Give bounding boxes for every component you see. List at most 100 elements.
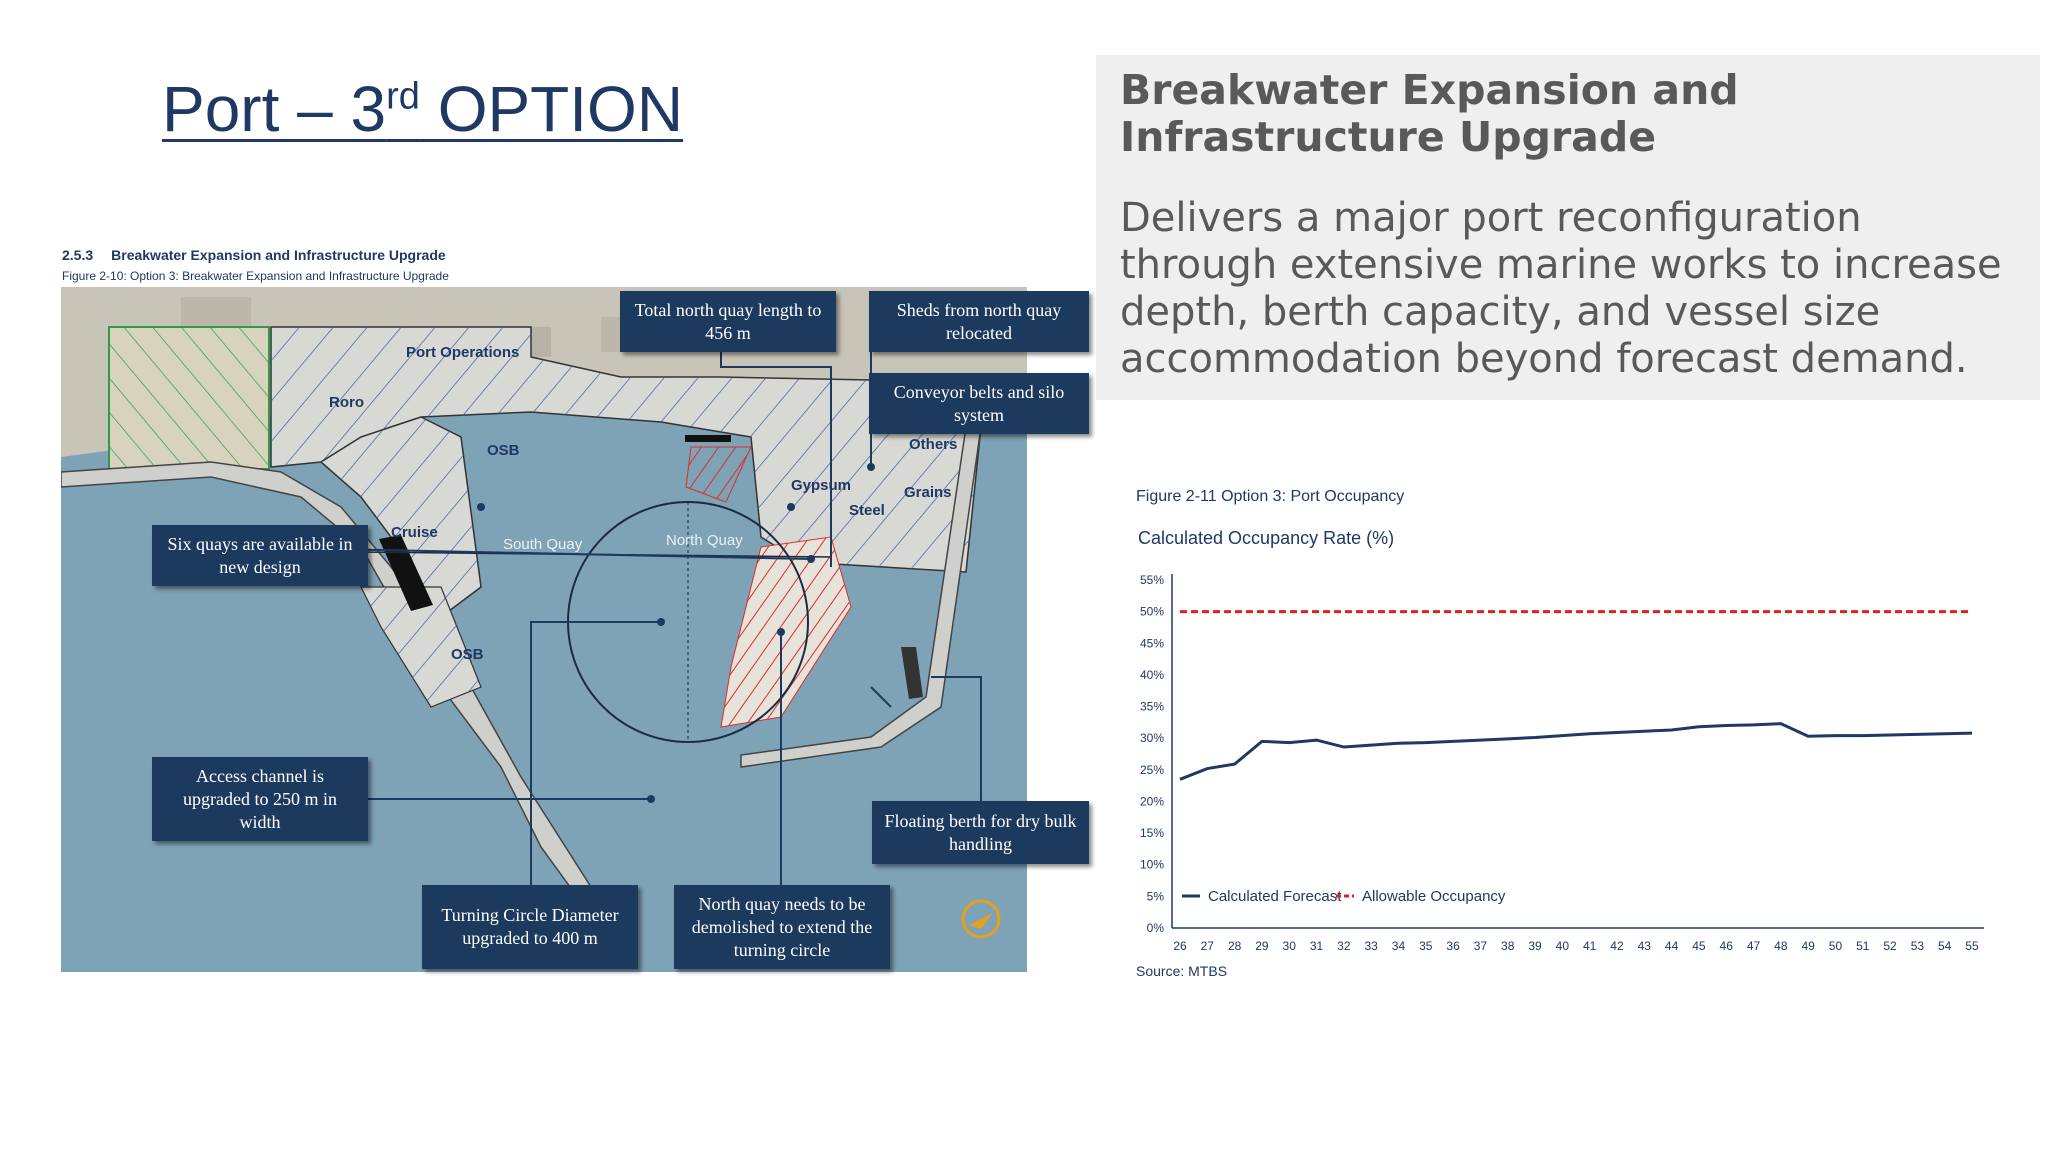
leader-north-quay-length bbox=[720, 352, 832, 567]
x-tick-label: 30 bbox=[1283, 939, 1297, 953]
city-block bbox=[181, 297, 251, 327]
callout-six-quays: Six quays are available in new design bbox=[152, 525, 368, 586]
occupancy-chart-figure: Figure 2-11 Option 3: Port Occupancy Cal… bbox=[1124, 480, 2004, 990]
x-tick-label: 43 bbox=[1638, 939, 1652, 953]
title-suffix: OPTION bbox=[419, 73, 684, 145]
y-tick-label: 15% bbox=[1140, 826, 1164, 840]
description-body: Delivers a major port reconfiguration th… bbox=[1120, 195, 2002, 382]
x-tick-label: 41 bbox=[1583, 939, 1597, 953]
callout-floating-berth: Floating berth for dry bulk handling bbox=[872, 801, 1089, 864]
leader-dot bbox=[657, 618, 665, 626]
calculated-forecast-line bbox=[1179, 722, 1973, 781]
callout-conveyor-belts: Conveyor belts and silo system bbox=[869, 373, 1089, 434]
y-tick-label: 50% bbox=[1140, 605, 1164, 619]
port-logo-icon bbox=[961, 899, 1001, 939]
callout-access-channel: Access channel is upgraded to 250 m in w… bbox=[152, 757, 368, 841]
chart-figure-caption: Figure 2-11 Option 3: Port Occupancy bbox=[1136, 488, 1405, 505]
x-tick-label: 37 bbox=[1474, 939, 1488, 953]
callout-north-quay-length: Total north quay length to 456 m bbox=[620, 291, 836, 352]
x-tick-label: 54 bbox=[1938, 939, 1952, 953]
label-others: Others bbox=[909, 436, 957, 453]
leader-dot bbox=[807, 555, 815, 563]
x-tick-label: 26 bbox=[1173, 939, 1187, 953]
leader-dot bbox=[787, 503, 795, 511]
x-tick-label: 40 bbox=[1556, 939, 1570, 953]
leader-floating-arrow bbox=[870, 686, 892, 708]
demolition-area-upper bbox=[685, 446, 752, 503]
leader-dot bbox=[647, 795, 655, 803]
y-tick-label: 10% bbox=[1140, 858, 1164, 872]
y-axis: 0% 5% 10% 15% 20% 25% 30% 35% 40% 45% 50% 55% bbox=[1140, 573, 1173, 935]
osb-lower-hatch bbox=[361, 587, 481, 707]
x-axis: 26 27 28 29 30 31 32 33 34 35 36 37 38 39 40 41 42 43 44 45… bbox=[1172, 927, 1984, 953]
leader-six-quays bbox=[330, 548, 812, 560]
chart-legend: Calculated Forecast Allowable Occupancy bbox=[1182, 888, 1506, 905]
chart-source: Source: MTBS bbox=[1136, 963, 1228, 979]
x-tick-label: 28 bbox=[1228, 939, 1242, 953]
label-osb-bottom: OSB bbox=[451, 646, 484, 663]
label-gypsum: Gypsum bbox=[791, 477, 851, 494]
cruise-berth bbox=[379, 535, 433, 611]
leader-dot bbox=[777, 628, 785, 636]
legend-allowable-label: Allowable Occupancy bbox=[1362, 888, 1506, 905]
x-tick-label: 52 bbox=[1883, 939, 1897, 953]
label-south-quay: South Quay bbox=[503, 536, 583, 553]
y-tick-label: 35% bbox=[1140, 700, 1164, 714]
legend-forecast-label: Calculated Forecast bbox=[1208, 888, 1342, 905]
callout-sheds-relocated: Sheds from north quay relocated bbox=[869, 291, 1089, 352]
port-map-figure: 2.5.3 Breakwater Expansion and Infrastruc… bbox=[58, 245, 1098, 975]
chart-series bbox=[1179, 610, 1973, 781]
x-tick-label: 51 bbox=[1856, 939, 1870, 953]
y-tick-label: 55% bbox=[1140, 573, 1164, 587]
label-steel: Steel bbox=[849, 502, 885, 519]
y-tick-label: 0% bbox=[1147, 921, 1165, 935]
x-tick-label: 36 bbox=[1446, 939, 1460, 953]
x-tick-label: 27 bbox=[1201, 939, 1215, 953]
x-tick-label: 48 bbox=[1774, 939, 1788, 953]
title-prefix: Port – 3 bbox=[162, 73, 387, 145]
leader-dot bbox=[867, 463, 875, 471]
y-tick-label: 30% bbox=[1140, 731, 1164, 745]
x-tick-label: 44 bbox=[1665, 939, 1679, 953]
x-tick-label: 42 bbox=[1610, 939, 1624, 953]
south-pier-hatch bbox=[321, 417, 481, 617]
label-osb-top: OSB bbox=[487, 442, 520, 459]
y-tick-label: 40% bbox=[1140, 668, 1164, 682]
slide-title: Port – 3rd OPTION bbox=[162, 72, 683, 146]
map-section-number: 2.5.3 bbox=[62, 247, 94, 263]
description-heading: Breakwater Expansion and Infrastructure … bbox=[1120, 66, 1739, 161]
map-section-heading: 2.5.3 Breakwater Expansion and Infrastruc… bbox=[62, 247, 446, 263]
port-operations-hatch bbox=[271, 327, 981, 572]
x-tick-label: 46 bbox=[1720, 939, 1734, 953]
label-roro: Roro bbox=[329, 394, 364, 411]
green-zone-hatch bbox=[109, 327, 269, 469]
label-port-operations: Port Operations bbox=[406, 344, 519, 361]
east-breakwater bbox=[740, 426, 982, 768]
label-cruise: Cruise bbox=[391, 524, 438, 541]
y-tick-label: 25% bbox=[1140, 763, 1164, 777]
title-superscript: rd bbox=[386, 75, 420, 118]
north-quay-hatch bbox=[721, 537, 851, 727]
leader-dot bbox=[477, 503, 485, 511]
port-aerial-map: Port Operations Roro OSB Cruise OSB Gyps… bbox=[61, 287, 1027, 972]
x-tick-label: 50 bbox=[1829, 939, 1843, 953]
port-logo-arrow bbox=[969, 913, 993, 929]
callout-north-quay-demolish: North quay needs to be demolished to ext… bbox=[674, 885, 890, 969]
label-north-quay: North Quay bbox=[666, 532, 743, 549]
description-panel: Breakwater Expansion and Infrastructure … bbox=[1096, 55, 2040, 400]
x-tick-label: 35 bbox=[1419, 939, 1433, 953]
x-tick-label: 45 bbox=[1692, 939, 1706, 953]
map-section-title: Breakwater Expansion and Infrastructure … bbox=[111, 247, 446, 263]
occupancy-chart: 0%5%10%15%20%25%30%35%40%45%50%55% 26 27 2… bbox=[1140, 573, 1984, 953]
leader-dots bbox=[477, 463, 875, 803]
chart-title: Calculated Occupancy Rate (%) bbox=[1138, 528, 1395, 548]
callout-turning-circle: Turning Circle Diameter upgraded to 400 … bbox=[422, 885, 638, 969]
quay-segment bbox=[685, 435, 731, 442]
floating-berth bbox=[901, 647, 923, 699]
x-tick-label: 55 bbox=[1965, 939, 1979, 953]
y-tick-label: 5% bbox=[1147, 889, 1165, 903]
x-tick-label: 33 bbox=[1364, 939, 1378, 953]
x-tick-label: 32 bbox=[1337, 939, 1351, 953]
x-tick-label: 49 bbox=[1801, 939, 1815, 953]
label-grains: Grains bbox=[904, 484, 952, 501]
